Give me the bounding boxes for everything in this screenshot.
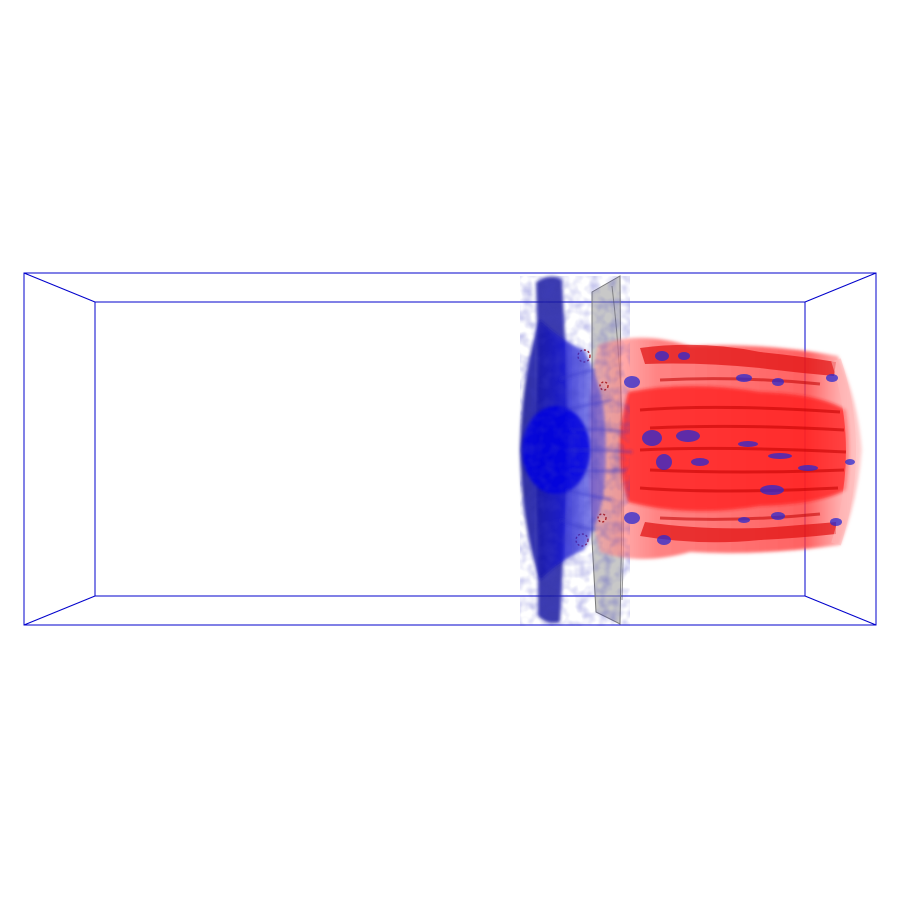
edge-top-right xyxy=(804,272,877,303)
edge-top-left xyxy=(23,272,96,303)
edge-bottom-left xyxy=(23,595,96,626)
edge-bottom-right xyxy=(804,595,877,626)
embedded-negative-blobs xyxy=(624,351,855,545)
outer-frame xyxy=(23,272,877,626)
negative-value-surface xyxy=(520,276,633,626)
